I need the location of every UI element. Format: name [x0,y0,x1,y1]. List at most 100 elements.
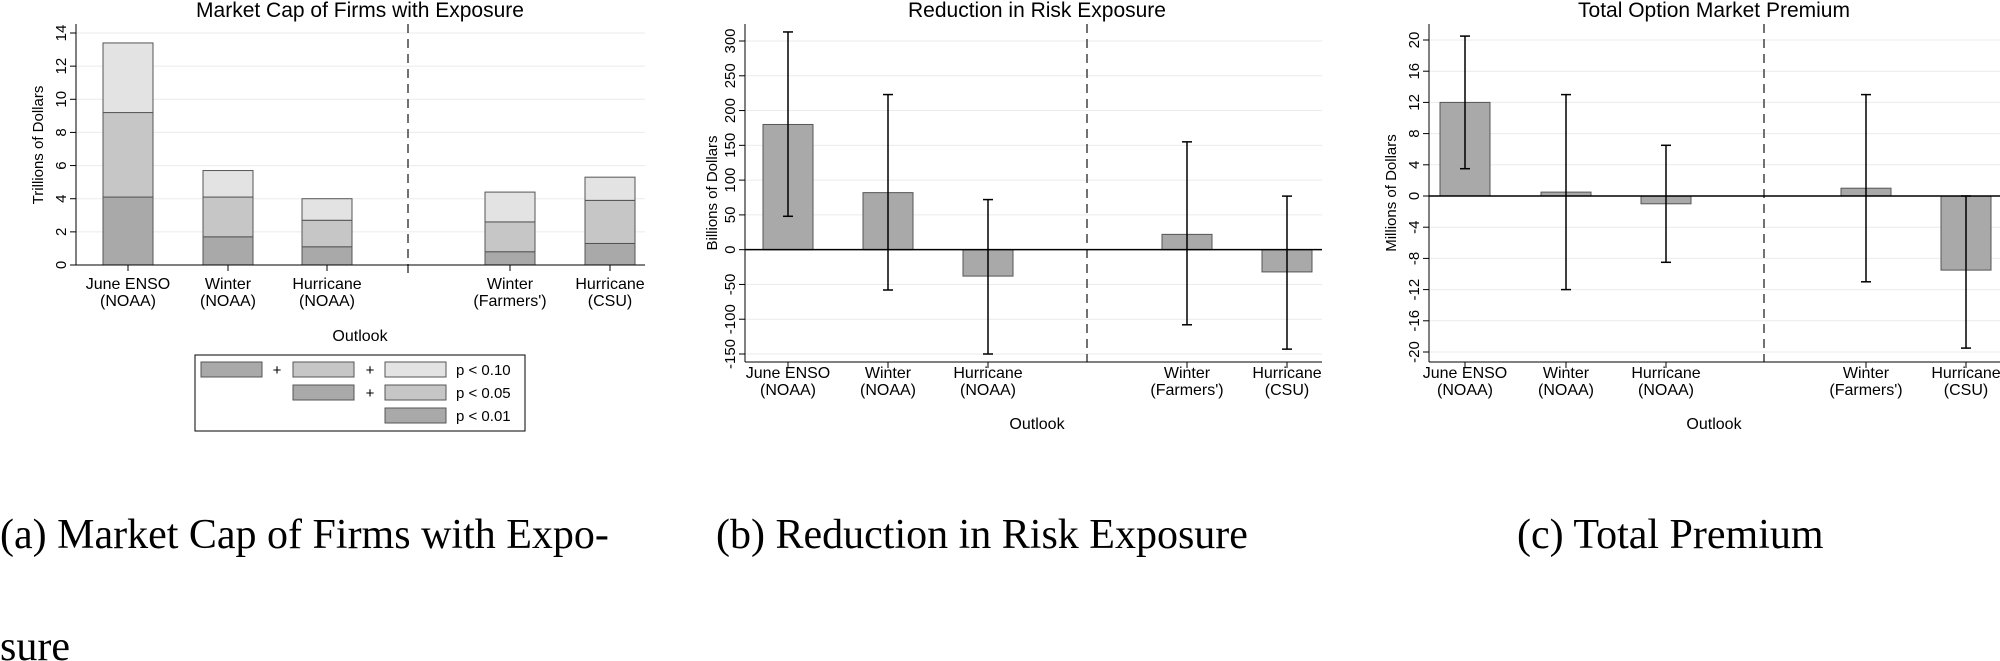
legend-swatch-row3-dark [384,407,447,424]
x-tick-label: Hurricane [953,365,1022,382]
x-tick-label: June ENSO [746,365,830,382]
x-tick-label: (CSU) [1265,382,1309,399]
y-tick-label: 16 [1406,63,1423,80]
panel-b-error-bars [783,31,1292,355]
x-tick-label: Hurricane [1931,365,2000,382]
x-tick-label: (NOAA) [299,293,355,310]
legend-plus-1: + [273,362,282,379]
panel-a-x-tick-labels: June ENSO(NOAA)Winter(NOAA)Hurricane(NOA… [86,265,645,310]
x-tick-label: June ENSO [1423,365,1507,382]
panel-a-legend: + + p < 0.10 + p < 0.05 p < 0.01 [194,354,526,432]
panel-a-gridlines [76,32,645,233]
y-tick-label: 100 [722,168,739,193]
panel-a-y-ticks: 0 2 4 6 8 10 12 14 [53,25,76,269]
y-tick-label: 300 [722,28,739,53]
y-tick-label: -100 [722,304,739,334]
x-tick-label: (Farmers') [1150,382,1223,399]
y-tick-label: -8 [1406,252,1423,265]
x-tick-label: (NOAA) [100,293,156,310]
caption-a-line2: sure [0,624,70,661]
x-tick-label: Hurricane [1252,365,1321,382]
y-tick-label: -50 [722,274,739,296]
y-tick-label: 200 [722,98,739,123]
legend-plus-3: + [366,385,375,402]
caption-a-line1: (a) Market Cap of Firms with Expo- [0,512,609,558]
y-tick-label: 8 [53,128,70,136]
y-tick-label: -16 [1406,310,1423,332]
y-tick-label: 0 [722,245,739,253]
bar-segment [301,246,353,266]
bar-segment [102,196,154,266]
x-tick-label: Hurricane [575,276,644,293]
bar-segment [484,251,536,266]
panel-c-error-bars [1460,35,1971,349]
panel-c-bars [1439,101,1992,271]
bar-segment [102,42,154,114]
caption-b: (b) Reduction in Risk Exposure [716,512,1248,558]
panel-c-gridlines [1429,39,2000,353]
x-tick-label: (CSU) [1944,382,1988,399]
y-tick-label: 0 [53,261,70,269]
legend-swatch-row1-dark [200,361,263,378]
panel-b-bars [762,123,1313,277]
x-tick-label: (NOAA) [1638,382,1694,399]
panel-c-y-ticks: -20 -16 -12 -8 -4 0 4 8 12 16 20 [1406,32,1429,363]
legend-swatch-row2-mid [384,384,447,401]
panel-a-title: Market Cap of Firms with Exposure [196,0,524,22]
y-tick-label: -12 [1406,279,1423,301]
x-tick-label: (Farmers') [473,293,546,310]
y-tick-label: 6 [53,161,70,169]
y-tick-label: 4 [53,195,70,203]
legend-swatch-row1-mid [292,361,355,378]
panel-b: Reduction in Risk Exposure -150 -100 -50 0 5… [704,0,1322,433]
legend-plus-2: + [366,362,375,379]
y-tick-label: -20 [1406,341,1423,363]
y-tick-label: 12 [1406,94,1423,111]
panel-c-x-tick-labels: June ENSO(NOAA)Winter(NOAA)Hurricane(NOA… [1423,362,2000,399]
panel-b-y-axis-label: Billions of Dollars [704,135,721,250]
legend-label-p005: p < 0.05 [456,385,511,402]
panel-a-x-axis-label: Outlook [332,328,388,345]
panel-b-y-ticks: -150 -100 -50 0 50 100 150 200 250 300 [722,28,745,369]
legend-swatch-row2-dark [292,384,355,401]
panel-a-y-axis-label: Trillions of Dollars [30,86,47,205]
x-tick-label: Winter [487,276,534,293]
bar-segment [301,219,353,248]
legend-label-p010: p < 0.10 [456,362,511,379]
panel-b-gridlines [745,40,1322,355]
caption-c: (c) Total Premium [1517,512,1824,558]
bar-segment [584,199,636,244]
x-tick-label: Winter [1543,365,1590,382]
panel-b-x-tick-labels: June ENSO(NOAA)Winter(NOAA)Hurricane(NOA… [746,362,1322,399]
y-tick-label: 20 [1406,32,1423,49]
y-tick-label: 150 [722,133,739,158]
y-tick-label: 10 [53,91,70,108]
panel-c-x-axis-label: Outlook [1686,416,1742,433]
panel-b-title: Reduction in Risk Exposure [908,0,1166,22]
bar-segment [484,221,536,253]
x-tick-label: (CSU) [588,293,632,310]
y-tick-label: 0 [1406,192,1423,200]
y-tick-label: 12 [53,58,70,75]
x-tick-label: (NOAA) [1437,382,1493,399]
x-tick-label: (NOAA) [1538,382,1594,399]
y-tick-label: 50 [722,207,739,224]
y-tick-label: 8 [1406,129,1423,137]
panel-a-bars [102,42,636,266]
bar-segment [584,242,636,266]
panel-c-y-axis-label: Millions of Dollars [1383,134,1400,252]
x-tick-label: Winter [865,365,912,382]
x-tick-label: Winter [205,276,252,293]
bar-segment [584,176,636,201]
y-tick-label: -150 [722,339,739,369]
panel-a: Market Cap of Firms with Exposure 0 2 4 6 8 1… [30,0,645,432]
y-tick-label: -4 [1406,221,1423,234]
bar-segment [484,191,536,223]
x-tick-label: June ENSO [86,276,170,293]
bar-segment [301,198,353,221]
x-tick-label: Hurricane [292,276,361,293]
x-tick-label: (NOAA) [200,293,256,310]
bar-segment [102,112,154,198]
bar-segment [202,236,254,266]
